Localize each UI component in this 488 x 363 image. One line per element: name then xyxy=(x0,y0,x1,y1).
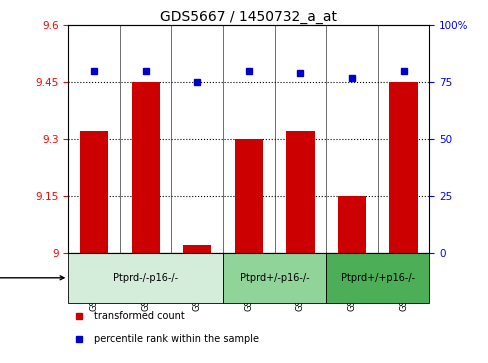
Text: Ptprd+/+p16-/-: Ptprd+/+p16-/- xyxy=(341,273,415,283)
Bar xyxy=(183,245,211,253)
Bar xyxy=(389,82,418,253)
Bar xyxy=(68,253,223,303)
Bar xyxy=(80,131,108,253)
Bar xyxy=(223,253,326,303)
Text: Ptprd-/-p16-/-: Ptprd-/-p16-/- xyxy=(113,273,178,283)
Bar xyxy=(286,131,315,253)
Bar xyxy=(338,196,366,253)
Bar xyxy=(326,253,429,303)
Text: genotype/variation: genotype/variation xyxy=(0,273,64,283)
Text: percentile rank within the sample: percentile rank within the sample xyxy=(94,334,259,344)
Title: GDS5667 / 1450732_a_at: GDS5667 / 1450732_a_at xyxy=(161,11,337,24)
Text: Ptprd+/-p16-/-: Ptprd+/-p16-/- xyxy=(240,273,309,283)
Bar xyxy=(132,82,160,253)
Bar xyxy=(235,139,263,253)
Text: transformed count: transformed count xyxy=(94,311,184,321)
